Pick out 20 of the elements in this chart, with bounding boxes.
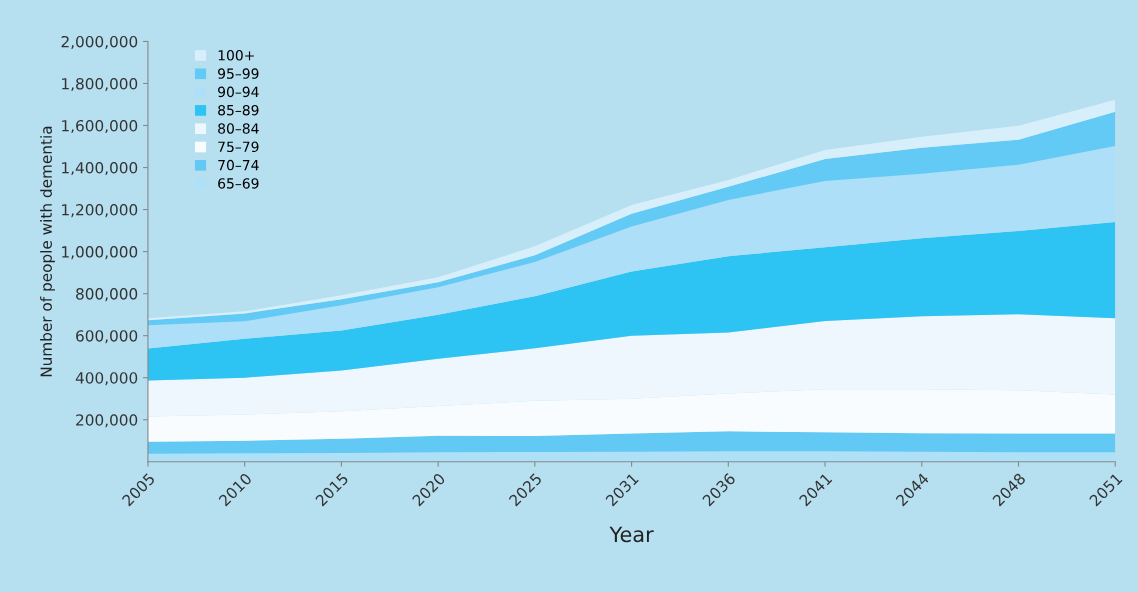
y-tick-label: 1,600,000 [62,119,138,134]
y-tick-label: 600,000 [76,330,138,344]
y-tick-label: 2,000,000 [61,35,138,50]
y-tick-label: 1,800,000 [62,77,138,92]
legend-label: 80–84 [218,123,259,134]
legend-label: 95–99 [218,68,259,79]
y-tick-label: 800,000 [76,288,138,302]
legend-label: 70–74 [218,159,259,171]
y-tick-label: 1,200,000 [62,204,138,218]
legend-label: 65–69 [218,178,259,189]
y-axis-title: Number of people with dementia [40,126,55,377]
y-tick-label: 200,000 [76,414,138,428]
y-tick-label: 1,400,000 [62,162,138,176]
legend-label: 100+ [218,50,254,61]
y-tick-label: 400,000 [75,372,138,386]
legend-label: 85–89 [218,104,259,116]
legend-label: 90–94 [218,86,259,98]
legend-label: 75–79 [218,141,259,153]
x-axis-title: Year [609,526,654,543]
y-tick-label: 1,000,000 [62,246,138,260]
